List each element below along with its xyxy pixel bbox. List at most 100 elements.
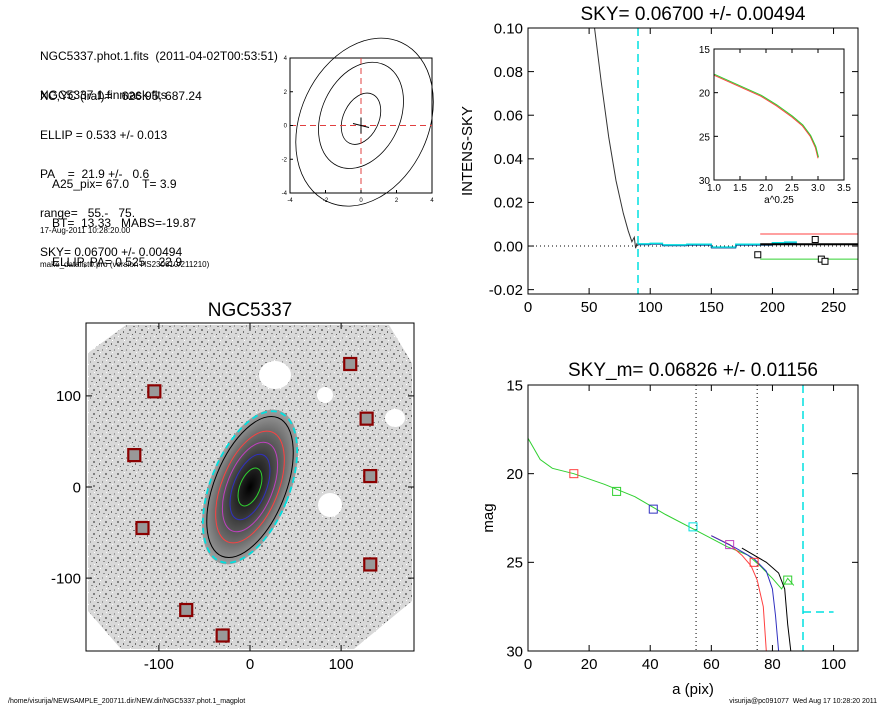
inset-x-tick-label: 2.5 — [785, 183, 799, 194]
header-line: SKY= 0.06700 +/- 0.00494 — [40, 245, 183, 259]
contour-x-tick-label: 0 — [359, 198, 363, 204]
mag-title: SKY_m= 0.06826 +/- 0.01156 — [568, 360, 818, 381]
inset-y-tick-label: 25 — [699, 132, 711, 143]
mag-x-tick-label: 0 — [524, 656, 532, 673]
sky-y-tick-label: 0.00 — [494, 238, 523, 255]
inset-curve-red — [713, 74, 819, 159]
mag-x-tick-label: 60 — [703, 656, 720, 673]
header-line: ELLIP, PA= 0.525 22.9 — [52, 255, 182, 269]
contour-y-tick-label: -4 — [282, 191, 288, 197]
image-y-tick-label: -100 — [51, 570, 81, 587]
header-params: XC,YC (iraf)= 626.95, 687.24 ELLIP = 0.5… — [40, 64, 202, 272]
sky-y-tick-label: 0.04 — [494, 151, 523, 168]
mag-marker — [725, 540, 735, 550]
inset-y-tick-label: 15 — [699, 45, 711, 56]
mag-marker — [688, 522, 698, 532]
masked-star — [127, 448, 142, 463]
sky-y-tick-label: 0.10 — [494, 20, 523, 37]
inset-x-tick-label: 3.0 — [811, 183, 825, 194]
header-date: 17-Aug-2011 10:28:20.00 — [40, 226, 131, 235]
isophote-ellipse — [201, 410, 299, 564]
mag-frame — [527, 384, 859, 652]
inset-curve-green — [714, 73, 819, 158]
inset-x-tick-label: 1.5 — [733, 183, 747, 194]
contour-y-tick-label: 4 — [284, 56, 288, 62]
sky-x-tick-label: 50 — [581, 299, 598, 316]
image-mask-blob — [317, 387, 333, 403]
inset-xlabel: a^0.25 — [764, 195, 794, 206]
header-line: NGC5337.phot.1.fits (2011-04-02T00:53:51… — [40, 49, 278, 63]
image-y-tick-label: 100 — [56, 388, 81, 405]
inset-y-tick-label: 30 — [699, 176, 711, 187]
sky-y-tick-label: -0.02 — [489, 282, 523, 299]
sky-x-tick-label: 250 — [821, 299, 846, 316]
inset-x-tick-label: 2.0 — [759, 183, 773, 194]
mag-curve-red — [711, 535, 767, 651]
image-mask-blob — [385, 409, 405, 427]
header-line: PA = 21.9 +/- 0.6 — [40, 167, 150, 181]
isophote-ellipse — [229, 453, 271, 521]
sky-plot-area — [528, 28, 858, 294]
mag-y-tick-label: 15 — [506, 377, 523, 394]
header-files: NGC5337.phot.1.fits (2011-04-02T00:53:51… — [40, 24, 278, 115]
contour-x-tick-label: 4 — [430, 198, 434, 204]
image-mask-blob — [318, 493, 342, 517]
header-program: make_datalist0.pro (version HS230610/211… — [40, 260, 210, 269]
mag-plot-area — [528, 385, 834, 651]
mag-marker — [569, 469, 579, 479]
contour-x-tick-label: 2 — [395, 198, 399, 204]
sky-y-tick-label: 0.08 — [494, 64, 523, 81]
sky-x-tick-label: 150 — [699, 299, 724, 316]
sky-marker — [821, 257, 829, 265]
header-line: range= 55.- 75. — [40, 206, 136, 220]
sky-profile-line — [594, 28, 639, 249]
contour-line — [318, 61, 404, 169]
image-title: NGC5337 — [208, 300, 293, 321]
sky-marker — [811, 235, 819, 243]
header-line: ELLIP = 0.533 +/- 0.013 — [40, 128, 168, 142]
sky-x-tick-label: 0 — [524, 299, 532, 316]
header-meta: 17-Aug-2011 10:28:20.00 make_datalist0.p… — [40, 206, 209, 280]
image-mask-blob — [259, 361, 291, 389]
inset-y-tick-label: 20 — [699, 89, 711, 100]
isophote-ellipse — [206, 415, 294, 559]
contour-y-tick-label: 2 — [284, 90, 288, 96]
sky-frame — [527, 27, 859, 295]
inset-bg — [714, 49, 844, 180]
mag-xlabel: a (pix) — [672, 681, 714, 698]
mag-curve-black — [741, 547, 792, 651]
isophote-ellipse — [221, 441, 279, 533]
mag-x-tick-label: 80 — [764, 656, 781, 673]
image-x-tick-label: 0 — [246, 656, 254, 673]
mag-ylabel: mag — [480, 503, 497, 532]
footer-user: visurija@pc091077 Wed Aug 17 10:28:20 20… — [729, 698, 877, 705]
header-line: A25_pix= 67.0 T= 3.9 — [52, 177, 177, 191]
isophote-ellipse — [237, 467, 263, 507]
mag-curve-blue — [711, 535, 780, 651]
sky-marker — [754, 251, 762, 259]
image-y-tick-label: 0 — [73, 479, 81, 496]
image-x-tick-label: -100 — [144, 656, 174, 673]
masked-star — [147, 384, 162, 399]
footer-path: /home/visurija/NEWSAMPLE_200711.dir/NEW.… — [8, 698, 246, 705]
sky-x-tick-label: 100 — [638, 299, 663, 316]
sky-x-tick-label: 200 — [760, 299, 785, 316]
image-x-tick-label: 100 — [329, 656, 354, 673]
sky-title: SKY= 0.06700 +/- 0.00494 — [580, 4, 805, 25]
masked-star — [135, 520, 150, 536]
mag-y-tick-label: 20 — [506, 466, 523, 483]
contour-y-tick-label: 0 — [284, 124, 288, 130]
inset-x-tick-label: 1.0 — [707, 183, 721, 194]
header-line: NGC5337.1.finmask.fits — [40, 88, 167, 102]
mag-y-tick-label: 25 — [506, 555, 523, 572]
isophote-ellipse — [215, 430, 285, 544]
contour-x-tick-label: -2 — [323, 198, 329, 204]
masked-star — [343, 356, 358, 372]
contour-line — [340, 92, 382, 145]
inset-x-tick-label: 3.5 — [837, 183, 851, 194]
mag-marker — [749, 557, 759, 567]
contour-y-tick-label: -2 — [282, 157, 288, 163]
mag-y-tick-label: 30 — [506, 643, 523, 660]
mag-marker — [783, 575, 793, 585]
